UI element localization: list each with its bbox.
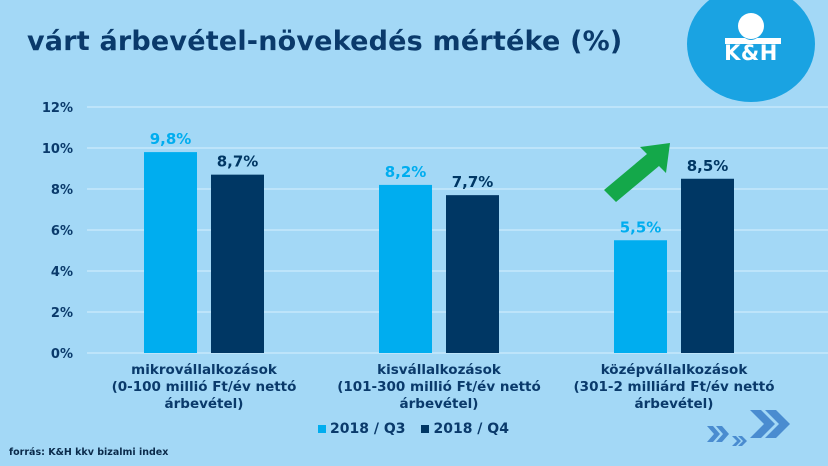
y-tick-label: 12%	[42, 101, 73, 116]
x-category-label-line: kisvállalkozások	[377, 362, 501, 378]
y-tick-label: 0%	[51, 347, 73, 362]
data-label: 8,5%	[687, 157, 729, 175]
y-tick-label: 2%	[51, 306, 73, 321]
data-label: 7,7%	[452, 173, 494, 191]
legend-item-q3: 2018 / Q3	[318, 421, 405, 437]
increase-arrow-icon	[604, 143, 670, 202]
bar-q3	[614, 240, 667, 353]
legend-swatch-q4	[421, 425, 430, 433]
x-category-label-line: árbevétel)	[399, 396, 479, 412]
bar-q3	[144, 152, 197, 353]
chevrons-decoration-icon	[707, 410, 790, 446]
page-title: várt árbevétel-növekedés mértéke (%)	[27, 26, 623, 57]
x-category-label: középvállalkozások (301-2 milliárd Ft/év …	[559, 362, 789, 413]
bars	[144, 152, 734, 353]
data-label: 5,5%	[620, 218, 662, 236]
data-label: 9,8%	[150, 130, 192, 148]
y-axis: 0% 2% 4% 6% 8% 10% 12%	[42, 101, 73, 362]
legend: 2018 / Q3 2018 / Q4	[318, 421, 509, 437]
legend-label-q4: 2018 / Q4	[433, 421, 509, 437]
logo-text: K&H	[724, 41, 778, 65]
bar-q4	[446, 195, 499, 353]
source-note: forrás: K&H kkv bizalmi index	[9, 447, 169, 458]
x-category-label-line: mikrovállalkozások	[131, 362, 277, 378]
value-labels: 9,8% 8,2% 5,5% 8,7% 7,7% 8,5%	[150, 130, 729, 236]
x-category-label-line: (0-100 millió Ft/év nettó	[111, 379, 297, 395]
x-category-label-line: (301-2 milliárd Ft/év nettó	[573, 379, 775, 395]
y-tick-label: 4%	[51, 265, 73, 280]
bar-q3	[379, 184, 432, 353]
y-tick-label: 10%	[42, 142, 73, 157]
legend-swatch-q3	[318, 425, 326, 433]
y-tick-label: 6%	[51, 224, 73, 239]
data-label: 8,7%	[217, 153, 259, 171]
kh-logo: K&H	[687, 0, 815, 102]
legend-item-q4: 2018 / Q4	[421, 421, 509, 437]
x-category-label-line: árbevétel)	[164, 396, 244, 412]
bar-q4	[211, 174, 264, 353]
x-category-label-line: árbevétel)	[634, 396, 714, 412]
kh-logo-icon	[725, 13, 781, 44]
legend-label-q3: 2018 / Q3	[330, 421, 406, 437]
bar-q4	[681, 178, 734, 353]
y-tick-label: 8%	[51, 183, 73, 198]
x-category-label-line: középvállalkozások	[600, 362, 748, 378]
x-category-label: mikrovállalkozások (0-100 millió Ft/év ne…	[89, 362, 319, 413]
data-label: 8,2%	[385, 163, 427, 181]
x-category-label-line: (101-300 millió Ft/év nettó	[337, 379, 541, 395]
x-category-label: kisvállalkozások (101-300 millió Ft/év ne…	[324, 362, 554, 413]
